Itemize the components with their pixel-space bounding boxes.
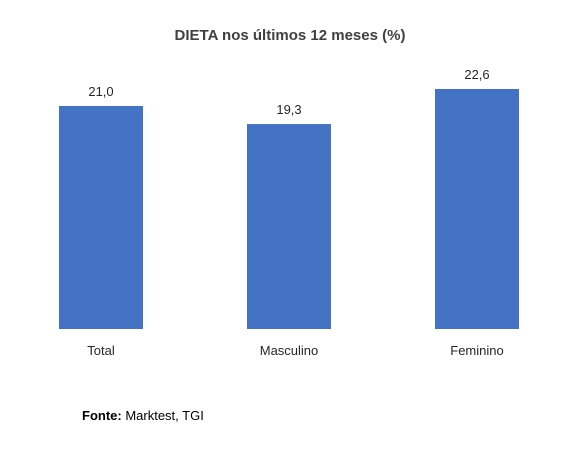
bar-masculino: [247, 124, 331, 329]
source-label: Fonte:: [82, 408, 122, 423]
category-labels-group: Total Masculino Feminino: [87, 343, 503, 358]
bar-total: [59, 105, 143, 329]
bar-feminino: [435, 89, 519, 329]
source-text: Marktest, TGI: [121, 408, 204, 423]
category-label-feminino: Feminino: [450, 343, 503, 358]
data-label-feminino: 22,6: [464, 67, 489, 82]
bar-chart: DIETA nos últimos 12 meses (%) 21,019,32…: [59, 27, 519, 358]
category-label-total: Total: [87, 343, 115, 358]
source-note: Fonte: Marktest, TGI: [82, 408, 204, 423]
data-label-total: 21,0: [88, 84, 113, 99]
category-label-masculino: Masculino: [260, 343, 319, 358]
chart-title: DIETA nos últimos 12 meses (%): [175, 27, 406, 44]
data-labels-group: 21,0 19,3 22,6: [88, 67, 489, 117]
bars-group: [59, 89, 519, 329]
data-label-masculino: 19,3: [276, 102, 301, 117]
